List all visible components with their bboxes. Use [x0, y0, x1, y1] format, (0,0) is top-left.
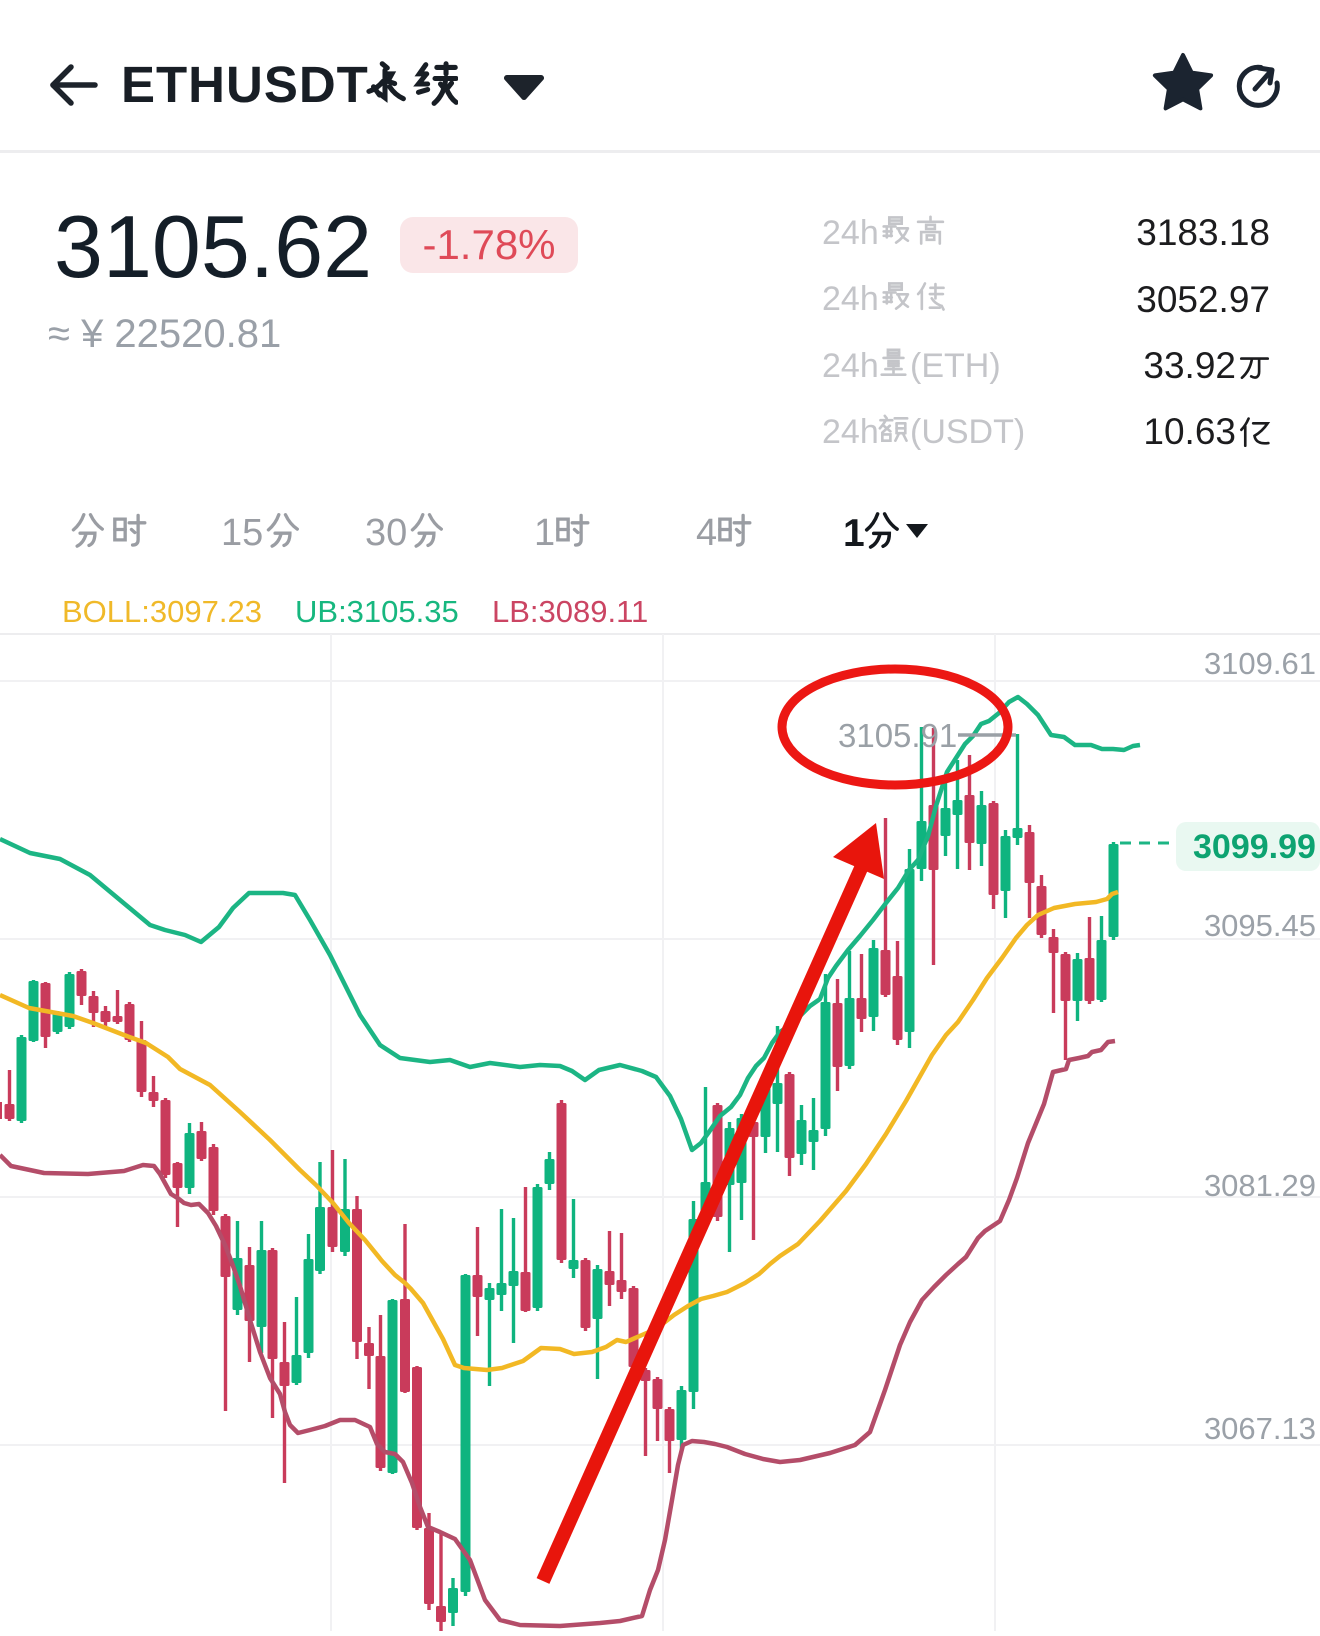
- svg-text:BOLL:3097.23: BOLL:3097.23: [62, 594, 262, 629]
- svg-text:3183.18: 3183.18: [1136, 212, 1270, 253]
- svg-text:4: 4: [696, 512, 717, 554]
- svg-text:3109.61: 3109.61: [1204, 646, 1316, 681]
- svg-text:10.63: 10.63: [1143, 411, 1236, 452]
- svg-text:3081.29: 3081.29: [1204, 1168, 1316, 1203]
- svg-text:33.92: 33.92: [1143, 345, 1236, 386]
- svg-text:3105.62: 3105.62: [54, 197, 372, 296]
- svg-text:30: 30: [365, 512, 407, 554]
- svg-text:(USDT): (USDT): [910, 413, 1025, 451]
- svg-text:3052.97: 3052.97: [1136, 279, 1270, 320]
- svg-text:24h: 24h: [822, 280, 879, 318]
- svg-text:24h: 24h: [822, 413, 879, 451]
- svg-text:1: 1: [843, 512, 865, 555]
- svg-text:-1.78%: -1.78%: [422, 221, 555, 268]
- svg-text:15: 15: [221, 512, 263, 554]
- svg-text:3067.13: 3067.13: [1204, 1411, 1316, 1446]
- svg-text:LB:3089.11: LB:3089.11: [492, 594, 648, 629]
- svg-text:1: 1: [534, 512, 555, 554]
- svg-text:3105.91: 3105.91: [838, 717, 957, 754]
- svg-text:(ETH): (ETH): [910, 347, 1001, 385]
- svg-text:ETHUSDT: ETHUSDT: [121, 56, 369, 113]
- svg-text:3095.45: 3095.45: [1204, 908, 1316, 943]
- svg-text:24h: 24h: [822, 214, 879, 252]
- svg-text:3099.99: 3099.99: [1193, 828, 1316, 866]
- svg-text:24h: 24h: [822, 347, 879, 385]
- svg-text:≈ ¥ 22520.81: ≈ ¥ 22520.81: [48, 312, 281, 356]
- svg-text:UB:3105.35: UB:3105.35: [295, 594, 459, 629]
